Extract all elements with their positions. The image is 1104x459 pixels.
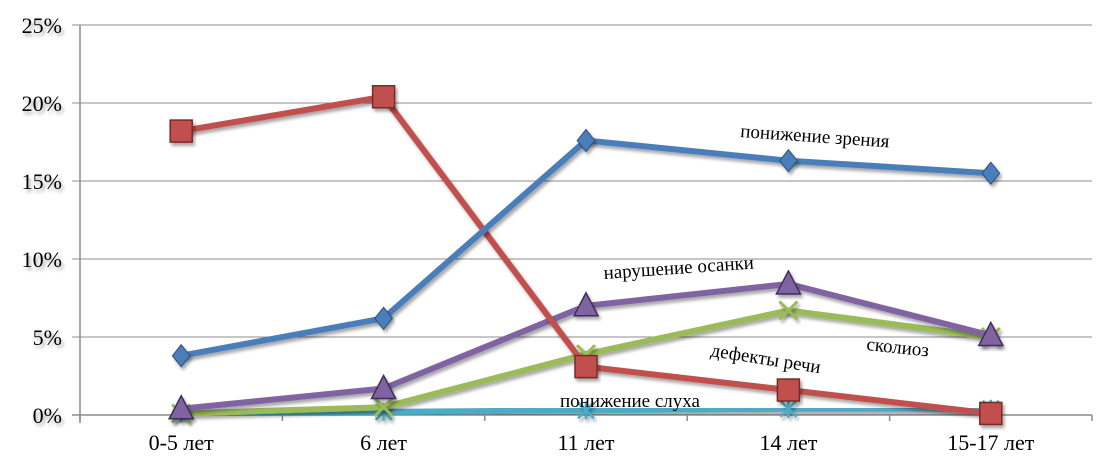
data-point	[572, 291, 600, 317]
x-tick-label: 6 лет	[360, 430, 407, 455]
x-tick-label: 14 лет	[759, 430, 817, 455]
annotation-posture: нарушение осанки	[603, 253, 755, 284]
series-lines	[167, 85, 1005, 426]
data-point	[371, 85, 396, 109]
y-tick-label: 15%	[22, 169, 62, 194]
data-point	[169, 119, 193, 143]
data-point	[776, 378, 801, 402]
data-point	[775, 269, 802, 295]
data-point	[778, 300, 799, 321]
y-tick-label: 25%	[22, 13, 62, 38]
y-tick-label: 10%	[22, 247, 62, 272]
series-0	[171, 128, 1001, 368]
x-axis-tick-labels: 0-5 лет 6 лет 11 лет 14 лет 15-17 лет	[149, 430, 1035, 455]
series-2	[167, 269, 1005, 420]
x-tick-label: 11 лет	[557, 430, 614, 455]
series-1	[169, 85, 1003, 426]
data-point	[374, 306, 394, 331]
annotation-speech: дефекты речи	[709, 340, 822, 378]
y-tick-label: 5%	[33, 325, 62, 350]
y-tick-label: 20%	[22, 91, 62, 116]
data-point	[981, 161, 1001, 186]
x-tick-label: 15-17 лет	[947, 430, 1035, 455]
data-point	[171, 343, 191, 368]
annotation-scoliosis: сколиоз	[865, 334, 929, 361]
data-point	[778, 148, 798, 173]
data-point	[779, 399, 798, 418]
data-point	[574, 354, 598, 379]
annotation-vision: понижение зрения	[740, 121, 891, 152]
y-axis-tick-labels: 0% 5% 10% 15% 20% 25%	[22, 13, 62, 428]
y-tick-label: 0%	[33, 403, 62, 428]
data-point	[167, 394, 195, 420]
data-point	[576, 128, 596, 153]
data-point	[977, 320, 1005, 347]
data-point	[370, 373, 397, 400]
annotation-hearing: понижение слуха	[560, 391, 700, 412]
x-tick-label: 0-5 лет	[149, 430, 215, 455]
data-point	[373, 397, 394, 418]
gridlines	[72, 24, 1092, 338]
data-point	[577, 401, 595, 420]
data-point	[979, 401, 1003, 426]
